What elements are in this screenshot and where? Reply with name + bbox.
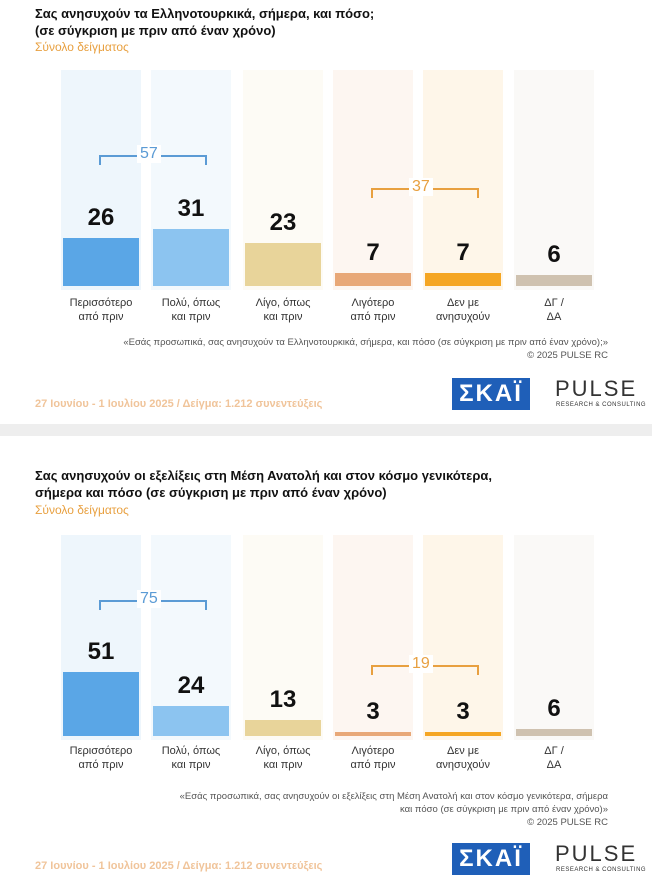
footnote: «Εσάς προσωπικά, σας ανησυχούν οι εξελίξ…	[179, 791, 608, 815]
pulse-tagline: RESEARCH & CONSULTING	[556, 867, 647, 873]
category-label: Λίγο, όπως και πριν	[255, 745, 311, 771]
value-label: 3	[366, 698, 380, 726]
column-bg	[151, 535, 231, 740]
value-label: 7	[366, 239, 380, 267]
copyright: © 2025 PULSE RC	[527, 350, 608, 361]
value-label: 31	[177, 194, 205, 222]
column-bg	[514, 70, 594, 290]
bar	[335, 732, 411, 736]
value-label: 7	[456, 239, 470, 267]
bar	[425, 273, 501, 286]
skai-logo: ΣΚΑΪ	[452, 378, 530, 410]
value-label: 23	[269, 209, 297, 237]
category-label: Λιγότερο από πριν	[350, 745, 396, 771]
footer: 27 Ιουνίου - 1 Ιουλίου 2025 / Δείγμα: 1.…	[35, 860, 323, 872]
chart-subtitle: Σύνολο δείγματος	[35, 503, 129, 517]
copyright: © 2025 PULSE RC	[527, 817, 608, 828]
chart-title: Σας ανησυχούν οι εξελίξεις στη Μέση Ανατ…	[35, 468, 492, 500]
combined-label: 19	[409, 655, 433, 673]
column-bg	[514, 535, 594, 740]
value-label: 26	[87, 203, 115, 231]
column-bg	[423, 535, 503, 740]
bar	[63, 237, 139, 286]
value-label: 13	[269, 685, 297, 713]
category-label: Περισσότερο από πριν	[69, 745, 133, 771]
value-label: 24	[177, 672, 205, 699]
category-label: ΔΓ / ΔΑ	[544, 745, 564, 771]
category-label: Δεν με ανησυχούν	[436, 297, 490, 323]
bar	[63, 672, 139, 736]
value-label: 3	[456, 698, 470, 726]
bar	[516, 728, 592, 736]
pulse-tagline: RESEARCH & CONSULTING	[556, 402, 647, 408]
pulse-logo: PULSE	[555, 376, 638, 401]
pulse-logo: PULSE	[555, 841, 638, 866]
bar	[335, 273, 411, 286]
category-label: Λιγότερο από πριν	[350, 297, 396, 323]
value-label: 51	[87, 638, 115, 666]
combined-label: 37	[409, 178, 433, 196]
skai-logo: ΣΚΑΪ	[452, 843, 530, 875]
divider	[0, 424, 652, 436]
bar	[516, 274, 592, 286]
combined-label: 75	[137, 590, 161, 608]
category-label: Λίγο, όπως και πριν	[255, 297, 311, 323]
value-label: 6	[547, 240, 561, 268]
chart-subtitle: Σύνολο δείγματος	[35, 40, 129, 54]
category-label: Δεν με ανησυχούν	[436, 745, 490, 771]
category-label: Πολύ, όπως και πριν	[161, 745, 221, 771]
bar	[245, 719, 321, 736]
bar	[245, 243, 321, 286]
category-label: Περισσότερο από πριν	[69, 297, 133, 323]
category-label: ΔΓ / ΔΑ	[544, 297, 564, 323]
bar	[153, 228, 229, 286]
value-label: 6	[547, 694, 561, 722]
footnote: «Εσάς προσωπικά, σας ανησυχούν τα Ελληνο…	[123, 337, 608, 348]
column-bg	[423, 70, 503, 290]
column-bg	[333, 70, 413, 290]
bar	[425, 732, 501, 736]
column-bg	[333, 535, 413, 740]
bar	[153, 706, 229, 736]
footer: 27 Ιουνίου - 1 Ιουλίου 2025 / Δείγμα: 1.…	[35, 398, 323, 410]
combined-label: 57	[137, 145, 161, 163]
category-label: Πολύ, όπως και πριν	[161, 297, 221, 323]
chart-title: Σας ανησυχούν τα Ελληνοτουρκικά, σήμερα,…	[35, 6, 375, 38]
column-bg	[243, 535, 323, 740]
